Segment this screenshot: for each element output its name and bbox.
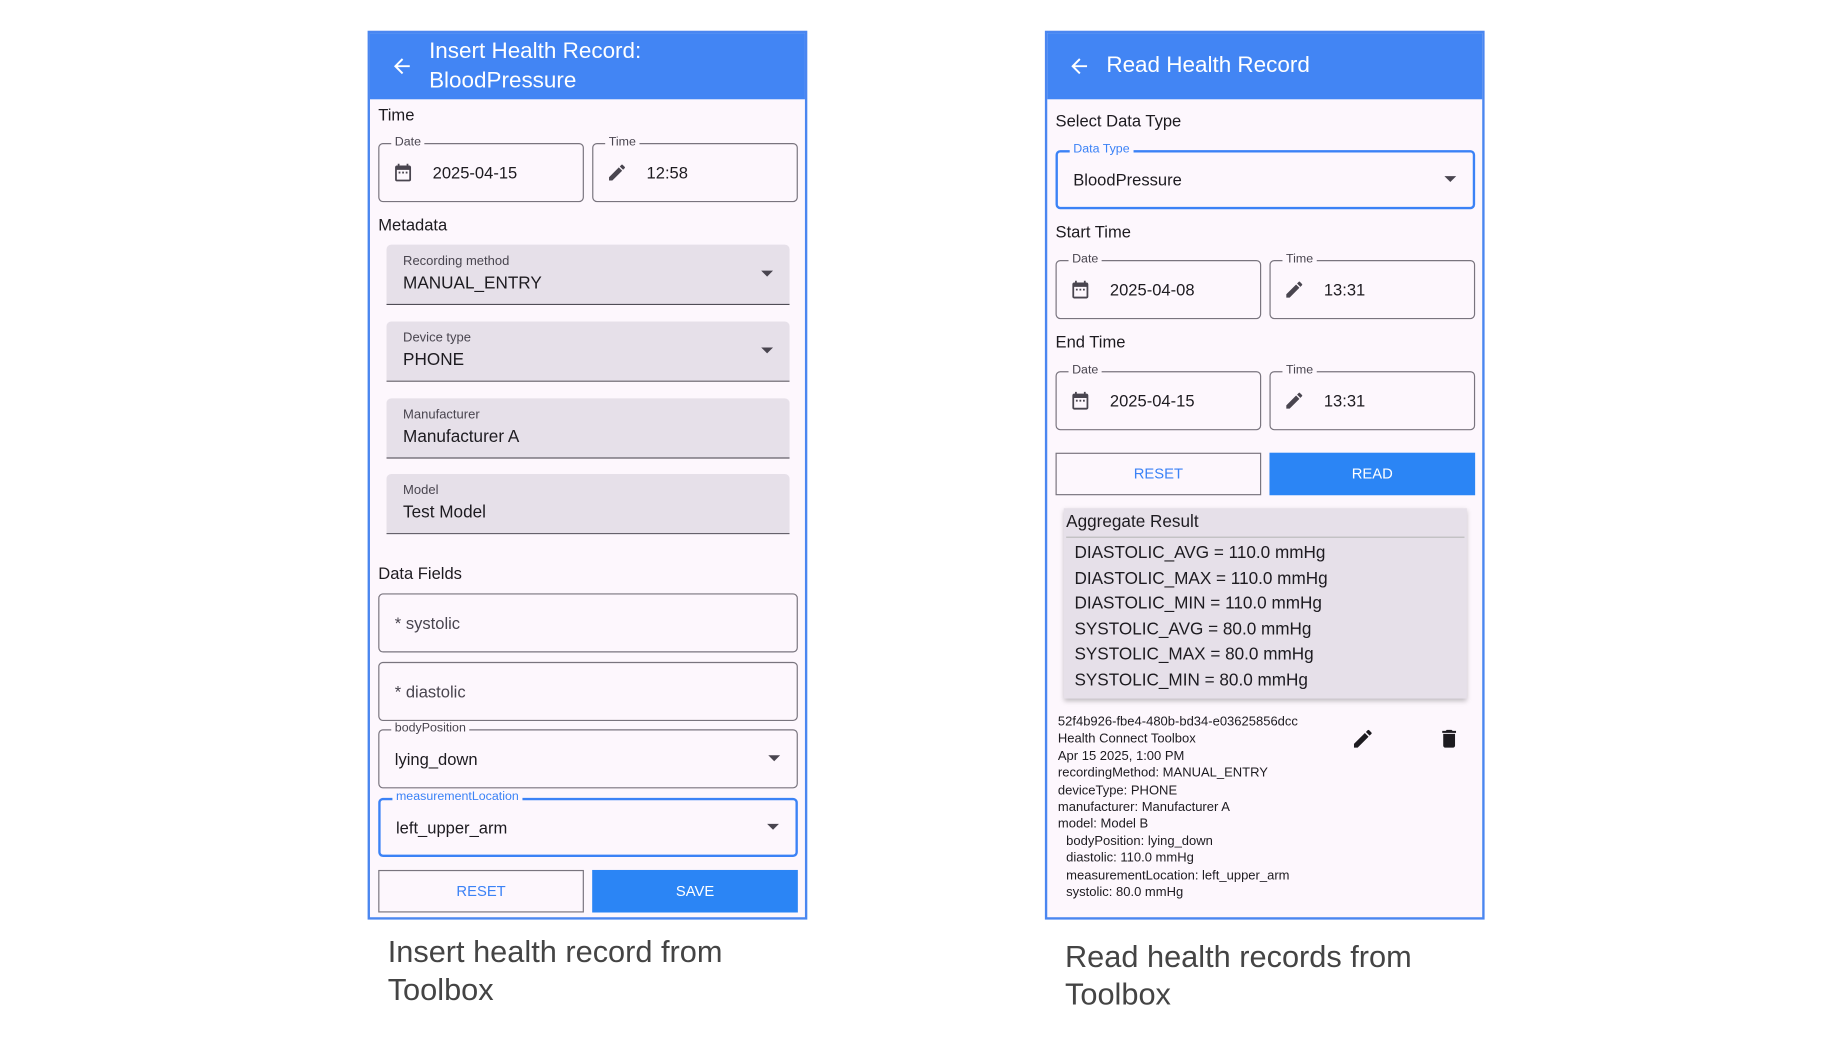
date-label: Date bbox=[391, 134, 425, 149]
insert-screen: Insert Health Record: BloodPressure Time… bbox=[367, 30, 808, 920]
data-type-label: Data Type bbox=[1069, 141, 1134, 157]
record-model: model: Model B bbox=[1057, 817, 1149, 832]
device-type-value: PHONE bbox=[403, 351, 465, 370]
delete-record-trash-icon[interactable] bbox=[1437, 727, 1461, 751]
record-time: Apr 15 2025, 1:00 PM bbox=[1057, 749, 1185, 764]
time-label: Time bbox=[1282, 251, 1317, 266]
time-field[interactable]: Time 12:58 bbox=[592, 134, 798, 203]
record-id: 52f4b926-fbe4-480b-bd34-e03625856dcc bbox=[1057, 715, 1298, 730]
pencil-icon bbox=[609, 164, 625, 181]
page-title: Read Health Record bbox=[1106, 53, 1310, 79]
manufacturer-input[interactable]: Manufacturer Manufacturer A bbox=[386, 398, 790, 459]
edit-record-pencil-icon[interactable] bbox=[1351, 727, 1375, 751]
record-manufacturer: manufacturer: Manufacturer A bbox=[1057, 800, 1230, 815]
save-button[interactable]: SAVE bbox=[592, 869, 798, 913]
body-position-label: bodyPosition bbox=[391, 721, 470, 736]
device-type-dropdown[interactable]: Device type PHONE bbox=[386, 321, 790, 382]
calendar-icon bbox=[1072, 391, 1089, 410]
model-value: Test Model bbox=[403, 503, 486, 523]
select-data-type-label: Select Data Type bbox=[1055, 111, 1182, 131]
aggregate-line: SYSTOLIC_AVG = 80.0 mmHg bbox=[1074, 619, 1312, 639]
record-device-type: deviceType: PHONE bbox=[1057, 783, 1178, 798]
start-time-label: Start Time bbox=[1055, 222, 1131, 242]
end-time-value: 13:31 bbox=[1323, 391, 1366, 411]
aggregate-line: DIASTOLIC_MAX = 110.0 mmHg bbox=[1074, 569, 1328, 589]
record-source: Health Connect Toolbox bbox=[1057, 732, 1196, 747]
model-label: Model bbox=[403, 483, 439, 498]
insert-caption: Insert health record from Toolbox bbox=[387, 933, 723, 1008]
app-bar: Insert Health Record: BloodPressure bbox=[369, 33, 805, 100]
dropdown-arrow-icon bbox=[767, 823, 779, 830]
date-value: 2025-04-15 bbox=[432, 163, 518, 183]
time-section-label: Time bbox=[378, 105, 415, 125]
data-fields-section-label: Data Fields bbox=[378, 563, 462, 583]
device-type-label: Device type bbox=[403, 330, 472, 346]
start-time-field[interactable]: Time 13:31 bbox=[1269, 251, 1476, 320]
read-screen: Read Health Record Select Data Type Data… bbox=[1044, 30, 1485, 920]
body-position-dropdown[interactable]: bodyPosition lying_down bbox=[378, 721, 798, 789]
calendar-icon bbox=[395, 163, 412, 182]
dropdown-arrow-icon bbox=[761, 347, 774, 354]
diastolic-placeholder: * diastolic bbox=[394, 682, 466, 701]
start-date-value: 2025-04-08 bbox=[1109, 280, 1195, 300]
metadata-section-label: Metadata bbox=[378, 215, 448, 235]
measurement-location-dropdown[interactable]: measurementLocation left_upper_arm bbox=[378, 789, 798, 857]
end-date-value: 2025-04-15 bbox=[1109, 391, 1195, 411]
measurement-location-value: left_upper_arm bbox=[395, 817, 508, 837]
start-date-field[interactable]: Date 2025-04-08 bbox=[1055, 251, 1262, 320]
date-label: Date bbox=[1068, 251, 1102, 266]
end-time-label: End Time bbox=[1055, 332, 1126, 352]
aggregate-line: DIASTOLIC_AVG = 110.0 mmHg bbox=[1074, 543, 1326, 563]
aggregate-line: SYSTOLIC_MIN = 80.0 mmHg bbox=[1074, 670, 1308, 690]
diastolic-input[interactable]: * diastolic bbox=[378, 661, 798, 722]
aggregate-line: SYSTOLIC_MAX = 80.0 mmHg bbox=[1074, 645, 1314, 665]
time-label: Time bbox=[605, 134, 640, 149]
recording-method-dropdown[interactable]: Recording method MANUAL_ENTRY bbox=[386, 244, 790, 305]
record-field: measurementLocation: left_upper_arm bbox=[1066, 868, 1290, 883]
back-arrow-icon[interactable] bbox=[390, 54, 414, 78]
page-title: Insert Health Record: bbox=[429, 39, 642, 64]
divider bbox=[1066, 536, 1465, 538]
record-field: systolic: 80.0 mmHg bbox=[1066, 885, 1184, 900]
model-input[interactable]: Model Test Model bbox=[386, 473, 790, 535]
back-arrow-icon[interactable] bbox=[1067, 54, 1091, 78]
record-recording-method: recordingMethod: MANUAL_ENTRY bbox=[1057, 766, 1268, 781]
date-label: Date bbox=[1068, 362, 1102, 378]
manufacturer-value: Manufacturer A bbox=[403, 427, 520, 447]
dropdown-arrow-icon bbox=[761, 270, 774, 277]
data-type-value: BloodPressure bbox=[1073, 170, 1182, 190]
time-label: Time bbox=[1282, 362, 1317, 378]
dropdown-arrow-icon bbox=[1444, 176, 1457, 183]
end-time-field[interactable]: Time 13:31 bbox=[1269, 362, 1476, 431]
dropdown-arrow-icon bbox=[768, 755, 781, 762]
manufacturer-label: Manufacturer bbox=[403, 407, 480, 422]
record-item: 52f4b926-fbe4-480b-bd34-e03625856dcc Hea… bbox=[1058, 714, 1298, 901]
body-position-value: lying_down bbox=[394, 749, 478, 769]
record-field: bodyPosition: lying_down bbox=[1066, 834, 1213, 849]
pencil-icon bbox=[1286, 392, 1303, 409]
aggregate-result-card: Aggregate Result DIASTOLIC_AVG = 110.0 m… bbox=[1063, 508, 1467, 699]
measurement-location-label: measurementLocation bbox=[392, 789, 523, 804]
systolic-input[interactable]: * systolic bbox=[378, 593, 798, 653]
end-date-field[interactable]: Date 2025-04-15 bbox=[1055, 362, 1262, 431]
reset-button[interactable]: RESET bbox=[1055, 452, 1262, 496]
aggregate-title: Aggregate Result bbox=[1066, 512, 1199, 532]
reset-button[interactable]: RESET bbox=[378, 869, 584, 913]
record-field: diastolic: 110.0 mmHg bbox=[1066, 851, 1194, 866]
data-type-dropdown[interactable]: Data Type BloodPressure bbox=[1055, 141, 1476, 210]
aggregate-line: DIASTOLIC_MIN = 110.0 mmHg bbox=[1074, 594, 1322, 614]
systolic-placeholder: * systolic bbox=[394, 613, 461, 633]
read-button[interactable]: READ bbox=[1269, 452, 1476, 496]
time-value: 12:58 bbox=[646, 163, 688, 183]
calendar-icon bbox=[1072, 280, 1089, 299]
recording-method-value: MANUAL_ENTRY bbox=[403, 274, 542, 294]
recording-method-label: Recording method bbox=[403, 254, 510, 269]
read-caption: Read health records from Toolbox bbox=[1064, 938, 1412, 1012]
date-field[interactable]: Date 2025-04-15 bbox=[378, 134, 584, 203]
app-bar: Read Health Record bbox=[1047, 33, 1483, 100]
pencil-icon bbox=[1286, 281, 1303, 298]
page-title-type: BloodPressure bbox=[429, 68, 577, 94]
start-time-value: 13:31 bbox=[1323, 280, 1366, 300]
